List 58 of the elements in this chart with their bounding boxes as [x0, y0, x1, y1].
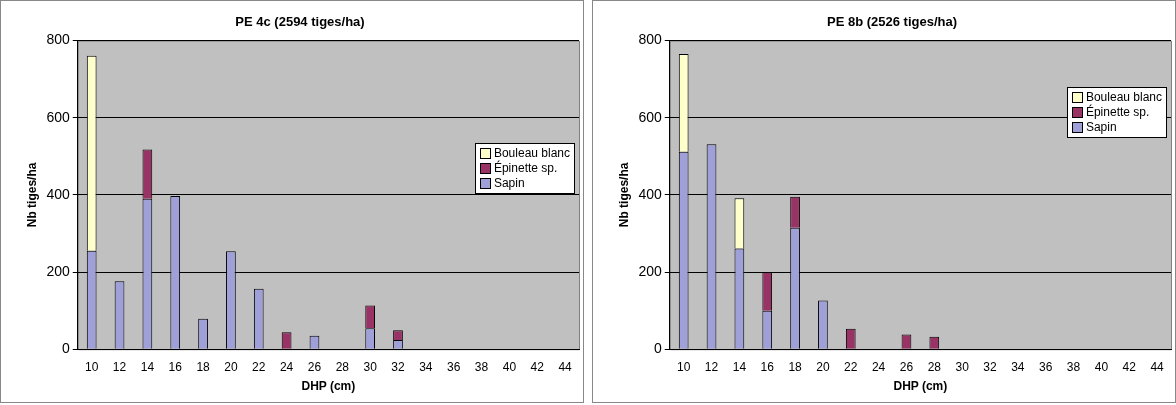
x-tick-label: 38 [1066, 359, 1081, 374]
x-tick-label: 20 [224, 359, 238, 374]
x-tick-label: 22 [252, 359, 266, 374]
y-tick-label: 0 [653, 340, 662, 357]
x-tick-label: 30 [363, 359, 378, 374]
y-tick-label: 200 [46, 262, 70, 279]
y-tick-label: 600 [46, 108, 70, 125]
x-tick-label: 28 [927, 359, 942, 374]
x-tick-label: 14 [140, 359, 155, 374]
x-tick-label: 18 [788, 359, 803, 374]
y-axis-title: Nb tiges/ha [616, 162, 631, 228]
x-tick-label: 36 [1039, 359, 1053, 374]
x-tick-label: 40 [502, 359, 517, 374]
x-tick-label: 16 [168, 359, 183, 374]
x-tick-label: 18 [196, 359, 211, 374]
legend-label: Épinette sp. [1085, 105, 1150, 120]
x-tick-label: 38 [474, 359, 489, 374]
legend-label: Bouleau blanc [493, 146, 570, 160]
x-tick-label: 10 [85, 359, 99, 374]
y-tick-label: 800 [638, 31, 662, 48]
y-tick-label: 0 [61, 340, 70, 357]
x-tick-label: 32 [391, 359, 405, 374]
x-tick-label: 42 [530, 359, 545, 374]
legend-label: Sapin [1085, 120, 1117, 135]
x-tick-label: 26 [899, 359, 914, 374]
x-tick-label: 24 [871, 359, 886, 374]
x-tick-label: 20 [816, 359, 830, 374]
x-tick-label: 16 [760, 359, 775, 374]
legend-label: Épinette sp. [493, 161, 558, 176]
x-tick-label: 12 [704, 359, 719, 374]
x-tick-label: 12 [112, 359, 127, 374]
x-tick-label: 44 [1150, 359, 1165, 374]
x-tick-label: 34 [419, 359, 433, 374]
x-tick-label: 36 [447, 359, 461, 374]
y-tick-label: 200 [638, 262, 662, 279]
x-tick-label: 42 [1122, 359, 1137, 374]
legend-label: Sapin [493, 176, 525, 191]
x-tick-label: 14 [732, 359, 747, 374]
x-tick-label: 34 [1011, 359, 1025, 374]
x-tick-label: 44 [558, 359, 573, 374]
x-tick-label: 26 [307, 359, 322, 374]
y-tick-label: 800 [46, 31, 70, 48]
y-tick-label: 400 [46, 185, 70, 202]
x-tick-label: 22 [844, 359, 858, 374]
y-axis-title: Nb tiges/ha [24, 162, 39, 228]
chart-title: PE 8b (2526 tiges/ha) [826, 14, 958, 30]
x-tick-label: 40 [1094, 359, 1109, 374]
x-axis-title: DHP (cm) [301, 379, 356, 394]
legend-label: Bouleau blanc [1085, 90, 1162, 104]
x-tick-label: 30 [955, 359, 970, 374]
x-axis-title: DHP (cm) [893, 379, 948, 394]
x-tick-label: 10 [677, 359, 691, 374]
chart-title: PE 4c (2594 tiges/ha) [235, 14, 365, 30]
x-tick-label: 24 [279, 359, 294, 374]
y-tick-label: 400 [638, 185, 662, 202]
y-tick-label: 600 [638, 108, 662, 125]
x-tick-label: 28 [335, 359, 350, 374]
x-tick-label: 32 [983, 359, 997, 374]
